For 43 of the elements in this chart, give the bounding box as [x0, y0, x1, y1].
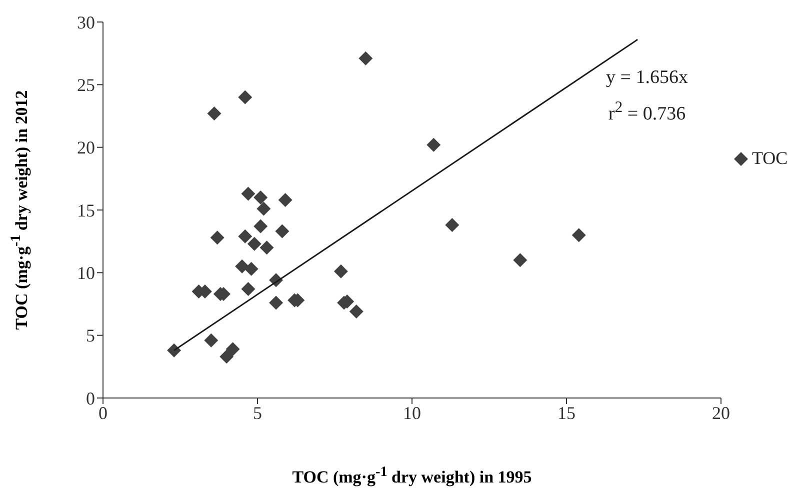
- point: [238, 229, 252, 244]
- point: [334, 264, 348, 278]
- point: [278, 192, 292, 207]
- y-tick-label: 30: [77, 12, 95, 32]
- y-tick-label: 5: [86, 326, 95, 346]
- point: [426, 138, 441, 152]
- x-tick-label: 10: [403, 402, 421, 423]
- point: [256, 202, 271, 216]
- x-axis-title: TOC (mg·g$^{-1}$ dry weight) in 1995: [291, 464, 533, 488]
- point: [220, 350, 234, 364]
- point: [167, 343, 182, 358]
- point: [207, 106, 222, 120]
- point: [269, 296, 284, 310]
- point: [513, 253, 528, 268]
- point: [241, 282, 256, 296]
- point: [275, 224, 290, 238]
- point: [572, 228, 586, 242]
- point: [226, 342, 240, 356]
- point: [238, 90, 252, 104]
- point: [445, 218, 460, 232]
- x-tick-label: 15: [558, 402, 576, 423]
- y-tick-label: 15: [77, 200, 95, 220]
- y-tick-label: 0: [86, 388, 95, 408]
- annotation: y = 1.656x: [606, 66, 688, 90]
- point: [358, 51, 373, 66]
- y-tick-label: 25: [77, 75, 95, 96]
- x-tick-label: 0: [98, 402, 108, 423]
- point: [241, 186, 256, 201]
- y-tick-label: 10: [77, 263, 95, 284]
- point: [260, 240, 274, 255]
- point: [210, 230, 224, 245]
- point: [244, 262, 258, 276]
- point: [254, 190, 268, 204]
- legend-label: TOC: [752, 148, 788, 169]
- y-tick-label: 20: [77, 138, 95, 158]
- point: [349, 304, 364, 319]
- point: [254, 219, 268, 234]
- point: [247, 236, 262, 251]
- point: [235, 259, 250, 274]
- annotation: r$^{2}$ = 0.736: [607, 98, 687, 126]
- x-tick-label: 20: [712, 402, 730, 423]
- x-tick-label: 5: [253, 402, 262, 423]
- point: [204, 333, 218, 348]
